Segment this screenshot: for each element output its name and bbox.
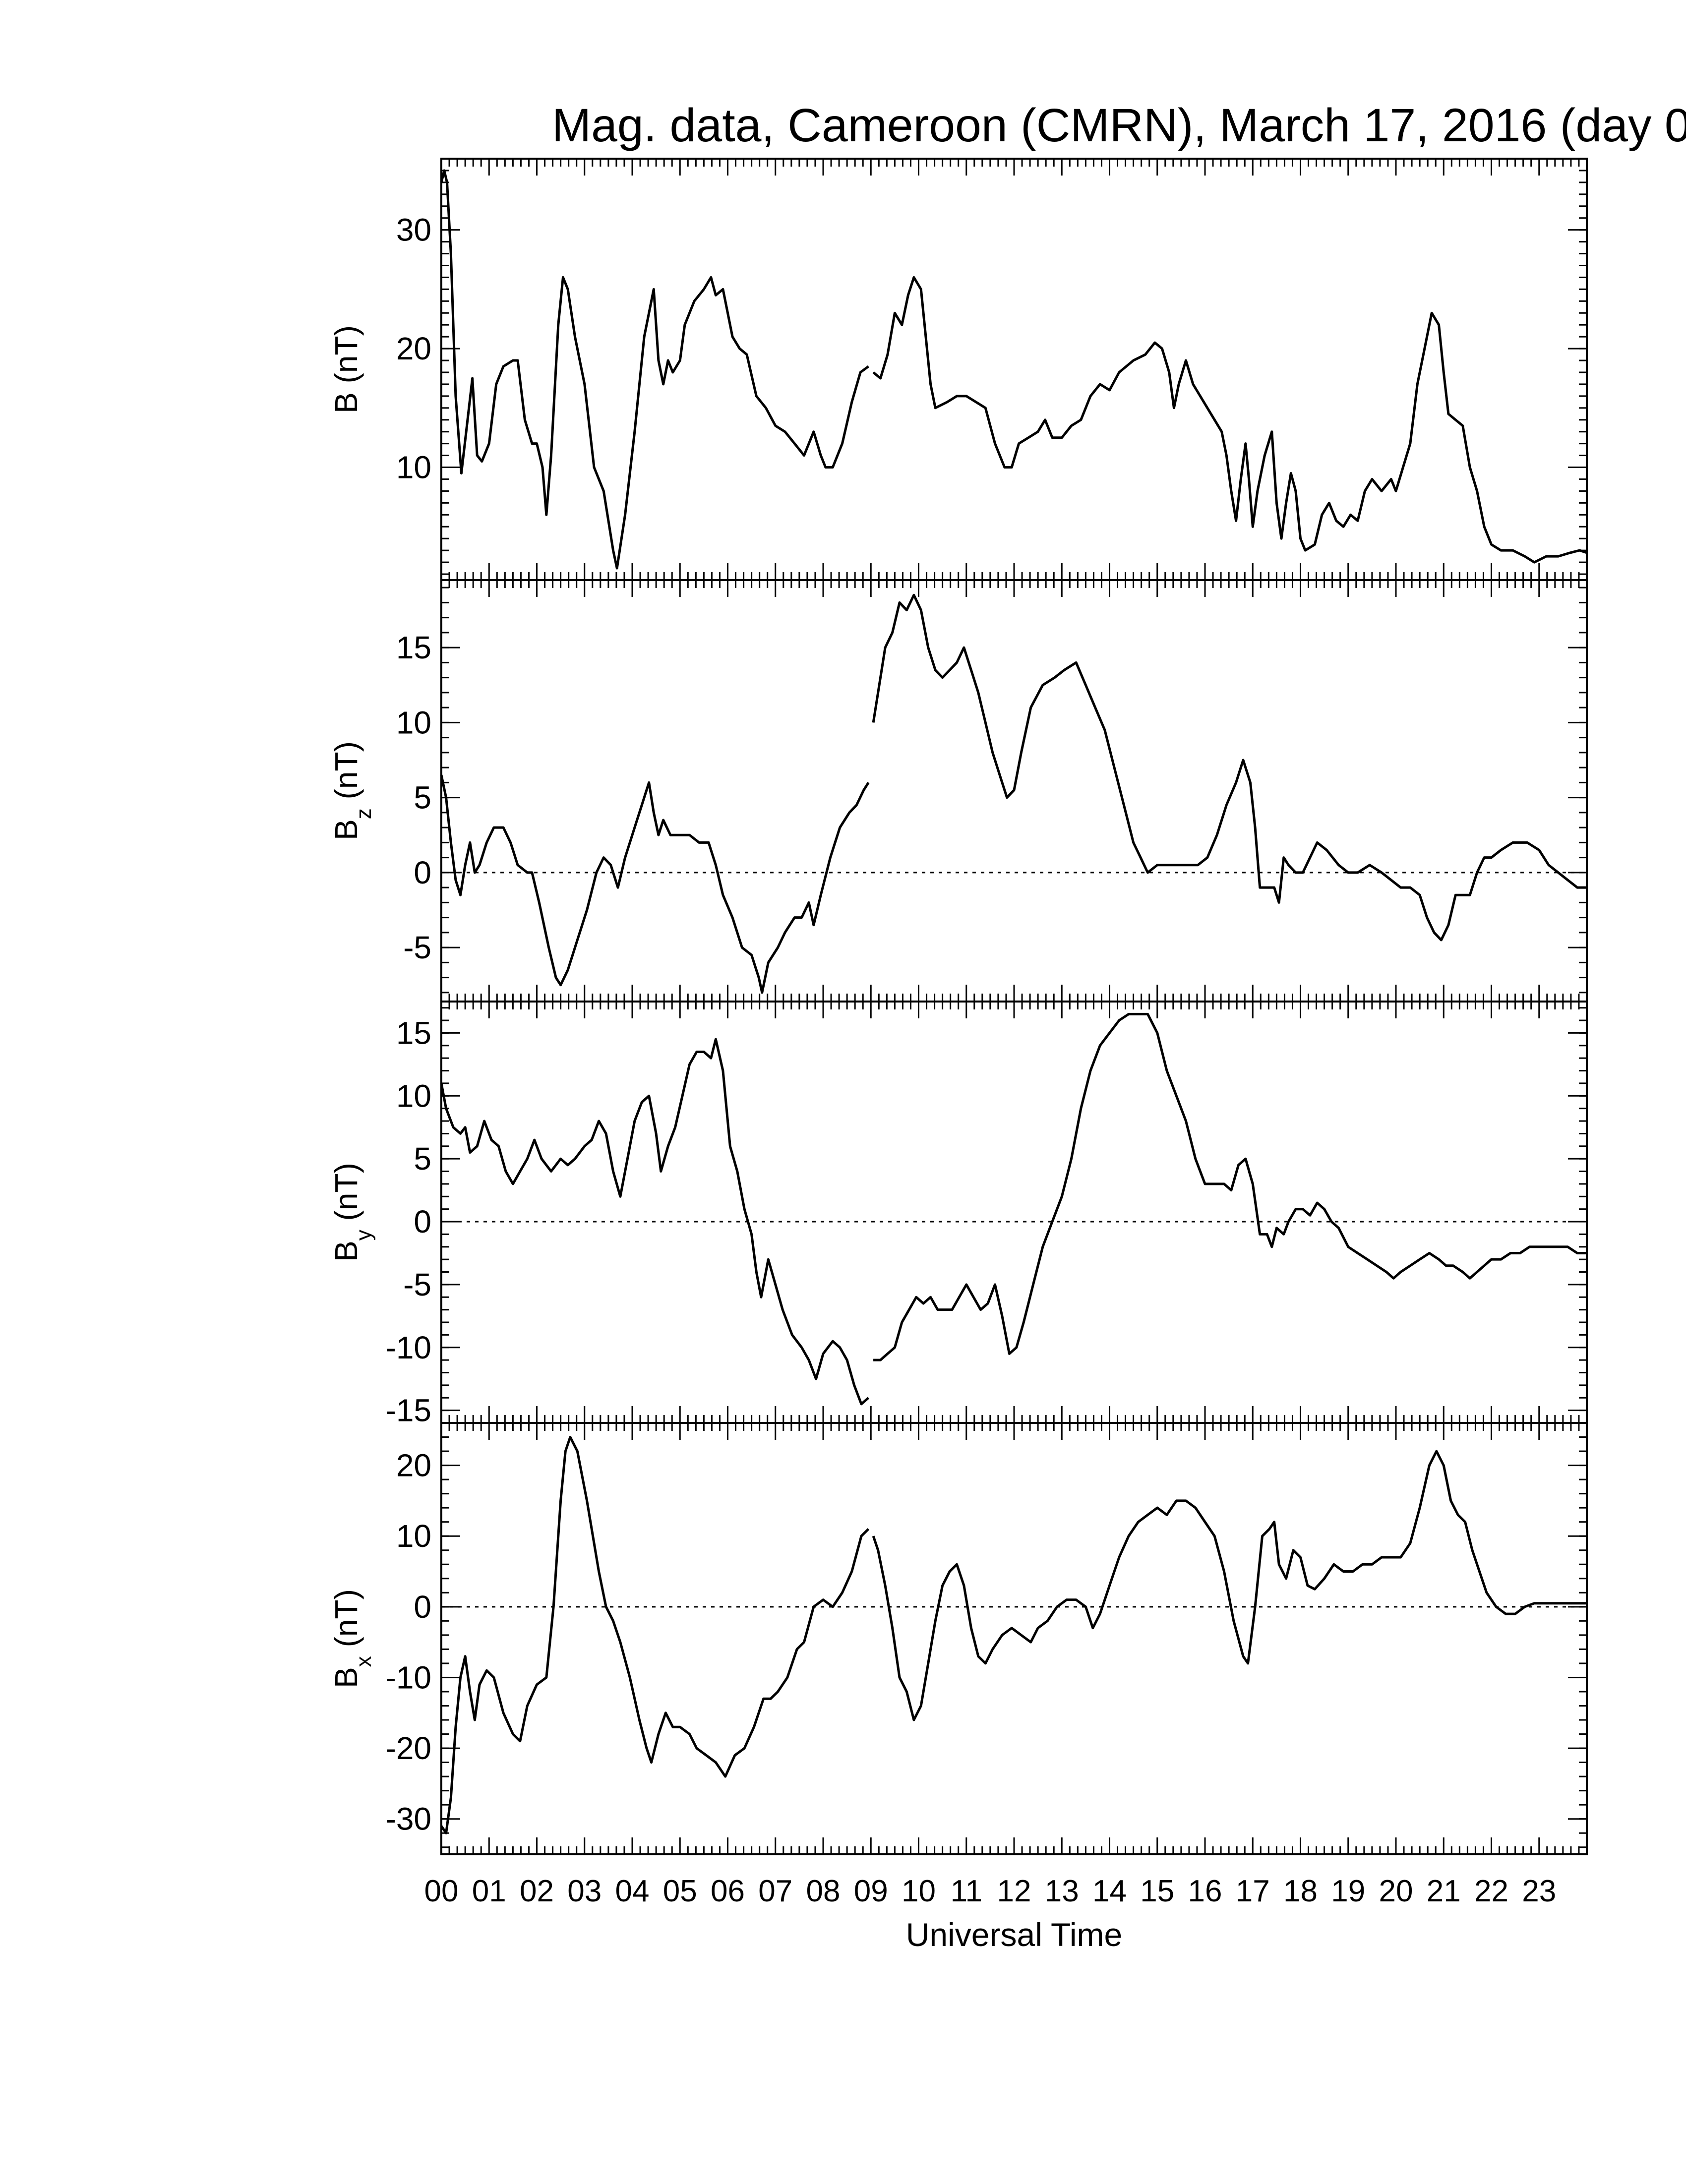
x-tick-label: 05 (663, 1874, 697, 1908)
y-tick-label: 0 (414, 1589, 431, 1625)
x-tick-label: 23 (1522, 1874, 1556, 1908)
x-axis-label: Universal Time (906, 1916, 1122, 1953)
x-tick-label: 09 (854, 1874, 888, 1908)
x-tick-label: 20 (1379, 1874, 1413, 1908)
y-label-unit: (nT) (328, 325, 364, 392)
x-tick-label: 17 (1236, 1874, 1270, 1908)
x-tick-label: 14 (1092, 1874, 1127, 1908)
y-label-subscript: x (352, 1656, 376, 1667)
y-tick-label: 0 (414, 1204, 431, 1240)
y-tick-label: -20 (386, 1730, 432, 1766)
y-label-subscript: z (352, 808, 376, 819)
panel-B: 10 20 30 B (nT) (328, 158, 1588, 581)
x-tick-label: 02 (520, 1874, 554, 1908)
y-tick-label: 10 (396, 450, 431, 485)
series-line-Bz-segment-2 (872, 593, 1587, 942)
panel-frame-B (440, 158, 1588, 581)
y-tick-label: 20 (396, 331, 431, 366)
y-tick-label: 5 (414, 1141, 431, 1177)
y-label-symbol: B (328, 819, 364, 840)
y-axis-label-By: By (nT) (328, 1163, 376, 1262)
y-label-subscript: y (352, 1230, 376, 1240)
y-label-symbol: B (328, 1240, 364, 1262)
y-tick-label: -30 (386, 1801, 432, 1837)
y-label-symbol: B (328, 392, 364, 413)
x-tick-label: 15 (1140, 1874, 1174, 1908)
x-tick-label: 10 (902, 1874, 936, 1908)
x-tick-label: 00 (424, 1874, 459, 1908)
x-tick-label: 08 (806, 1874, 841, 1908)
series-line-B-segment-1 (440, 169, 869, 570)
x-axis: 00 01 02 03 04 05 06 07 08 09 10 11 12 13 14 15 16 17 18 19… (424, 1874, 1557, 1908)
x-tick-label: 11 (951, 1874, 982, 1908)
x-tick-label: 22 (1474, 1874, 1508, 1908)
y-tick-label: 15 (396, 1015, 431, 1051)
y-tick-label: 20 (396, 1448, 431, 1483)
series-line-B-segment-2 (872, 276, 1587, 564)
x-tick-label: 18 (1283, 1874, 1318, 1908)
y-tick-label: 15 (396, 630, 431, 665)
panel-By: -15 -10 -5 0 5 10 15 By (nT) (328, 1001, 1588, 1428)
chart-title: Mag. data, Cameroon (CMRN), March 17, 20… (552, 99, 1686, 152)
panel-frame-By (440, 1001, 1588, 1424)
panel-frame-Bx (440, 1422, 1588, 1855)
y-axis-label-B: B (nT) (328, 325, 364, 413)
x-tick-label: 16 (1188, 1874, 1222, 1908)
y-tick-label: -10 (386, 1330, 432, 1365)
y-tick-label: -10 (386, 1659, 432, 1695)
y-axis-label-Bz: Bz (nT) (328, 741, 376, 840)
y-tick-label: 30 (396, 212, 431, 248)
y-tick-label: 5 (414, 780, 431, 816)
x-tick-label: 07 (758, 1874, 792, 1908)
x-tick-label: 06 (711, 1874, 745, 1908)
x-tick-label: 12 (997, 1874, 1031, 1908)
x-tick-label: 04 (615, 1874, 650, 1908)
series-line-Bx-segment-1 (440, 1436, 870, 1834)
y-label-unit: (nT) (328, 1589, 364, 1656)
series-line-Bx-segment-2 (872, 1450, 1587, 1721)
y-tick-label: 10 (396, 705, 431, 740)
y-tick-label: -5 (403, 1267, 431, 1302)
series-line-By-segment-2 (873, 1012, 1587, 1361)
y-tick-label: 10 (396, 1518, 431, 1554)
y-label-unit: (nT) (328, 1163, 364, 1230)
x-tick-label: 19 (1331, 1874, 1365, 1908)
series-line-Bz-segment-1 (440, 774, 870, 994)
y-label-unit: (nT) (328, 741, 364, 808)
x-tick-label: 13 (1045, 1874, 1079, 1908)
y-axis-label-Bx: Bx (nT) (328, 1589, 376, 1688)
x-tick-label: 21 (1427, 1874, 1461, 1908)
panel-Bx: -30 -20 -10 0 10 20 Bx (nT) (328, 1422, 1588, 1855)
x-tick-label: 03 (567, 1874, 602, 1908)
series-line-By-segment-1 (440, 1038, 870, 1406)
y-tick-label: 0 (414, 855, 431, 890)
y-tick-label: 10 (396, 1078, 431, 1114)
x-tick-label: 01 (472, 1874, 506, 1908)
y-label-symbol: B (328, 1667, 364, 1688)
panel-Bz: -5 0 5 10 15 Bz (nT) (328, 579, 1588, 1003)
y-tick-label: -15 (386, 1393, 432, 1428)
y-tick-label: -5 (403, 930, 431, 965)
